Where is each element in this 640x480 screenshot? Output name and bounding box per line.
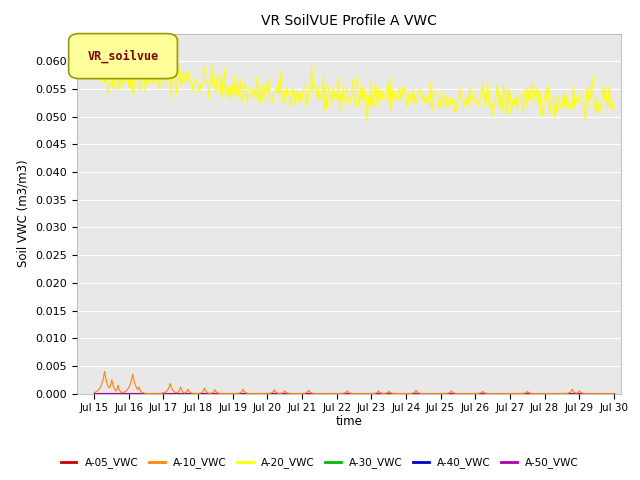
FancyBboxPatch shape: [68, 34, 177, 79]
Title: VR SoilVUE Profile A VWC: VR SoilVUE Profile A VWC: [261, 14, 436, 28]
Legend: A-05_VWC, A-10_VWC, A-20_VWC, A-30_VWC, A-40_VWC, A-50_VWC: A-05_VWC, A-10_VWC, A-20_VWC, A-30_VWC, …: [57, 453, 583, 472]
Y-axis label: Soil VWC (m3/m3): Soil VWC (m3/m3): [17, 160, 30, 267]
X-axis label: time: time: [335, 415, 362, 428]
Text: VR_soilvue: VR_soilvue: [88, 49, 159, 62]
